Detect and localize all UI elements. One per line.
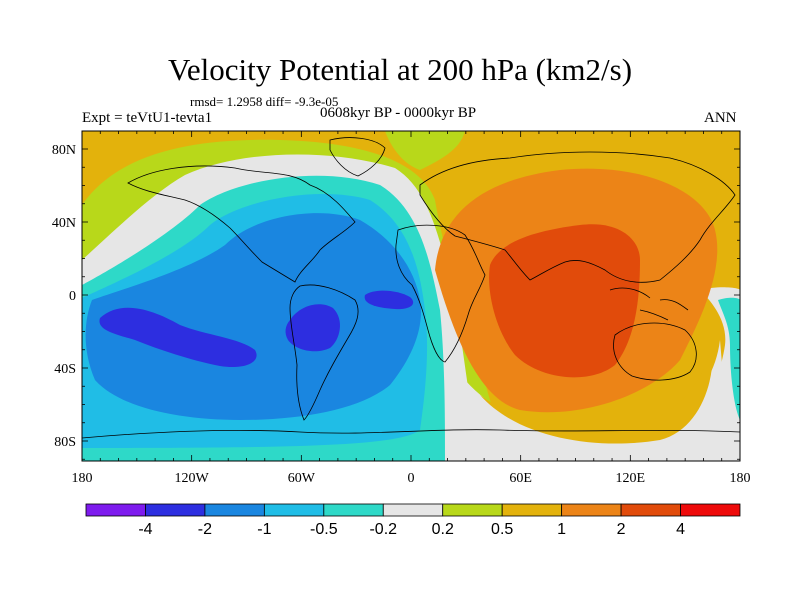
colorbar-swatch [323,503,384,517]
lat-label: 80N [52,143,76,158]
lat-label: 40S [54,362,76,377]
coastlines [82,137,740,439]
contour-east-edge [690,287,740,461]
lon-label: 180 [730,471,751,486]
lon-label: 60W [288,471,316,486]
colorbar: -4 -2 -1 -0.5 -0.2 0.2 0.5 1 2 4 [85,503,741,538]
period-label: 0608kyr BP - 0000kyr BP [320,105,477,121]
contour-neg-4a [99,307,257,368]
colorbar-label: 4 [676,521,685,538]
colorbar-label: 2 [617,521,626,538]
coast-south-america [289,284,359,421]
season-label: ANN [704,110,737,126]
colorbar-swatch [561,503,622,517]
lat-label: 0 [69,289,76,304]
colorbar-swatch [382,503,444,517]
colorbar-label: -2 [198,521,212,538]
contour-neg-2 [85,213,421,420]
coast-greenland [329,137,386,177]
colorbar-swatch [442,503,503,517]
axis-ticks [81,131,741,461]
coast-north-america [127,165,356,283]
experiment-label: Expt = teVtU1-tevta1 [82,110,213,126]
lat-label: 40N [52,216,76,231]
colorbar-label: 0.2 [432,521,454,538]
lat-label: 80S [54,435,76,450]
colorbar-swatch [85,503,146,517]
colorbar-swatch [204,503,265,517]
colorbar-label: -0.5 [310,521,338,538]
colorbar-label: -0.2 [369,521,397,538]
coast-eurasia [419,151,736,283]
colorbar-swatch [501,503,563,517]
coast-maritime-asia [609,287,689,321]
lon-label: 120E [616,471,646,486]
stats-line: rmsd= 1.2958 diff= -9.3e-05 [190,94,339,109]
lon-label: 120W [175,471,210,486]
lon-label: 0 [408,471,415,486]
axis-labels: 180 120W 60W 0 60E 120E 180 80N 40N 0 40S 80S [52,143,751,486]
contour-pos-2 [489,224,640,378]
lon-label: 60E [509,471,532,486]
colorbar-swatch [145,503,206,517]
contour-field [82,131,740,461]
colorbar-swatch [263,503,325,517]
colorbar-label: 0.5 [491,521,513,538]
contour-neg-4c [364,290,414,310]
contour-north-pos [385,131,465,170]
colorbar-label: -1 [257,521,271,538]
coast-antarctica [82,429,740,439]
chart-title: Velocity Potential at 200 hPa (km2/s) [167,52,633,87]
lon-label: 180 [72,471,93,486]
colorbar-label: 1 [557,521,566,538]
contour-east-edge2 [718,297,740,420]
coast-africa [395,224,486,363]
contour-neg-4b [285,304,341,352]
colorbar-label: -4 [138,521,152,538]
colorbar-swatch [620,503,681,517]
colorbar-swatch [680,503,741,517]
coast-australia [613,322,697,381]
